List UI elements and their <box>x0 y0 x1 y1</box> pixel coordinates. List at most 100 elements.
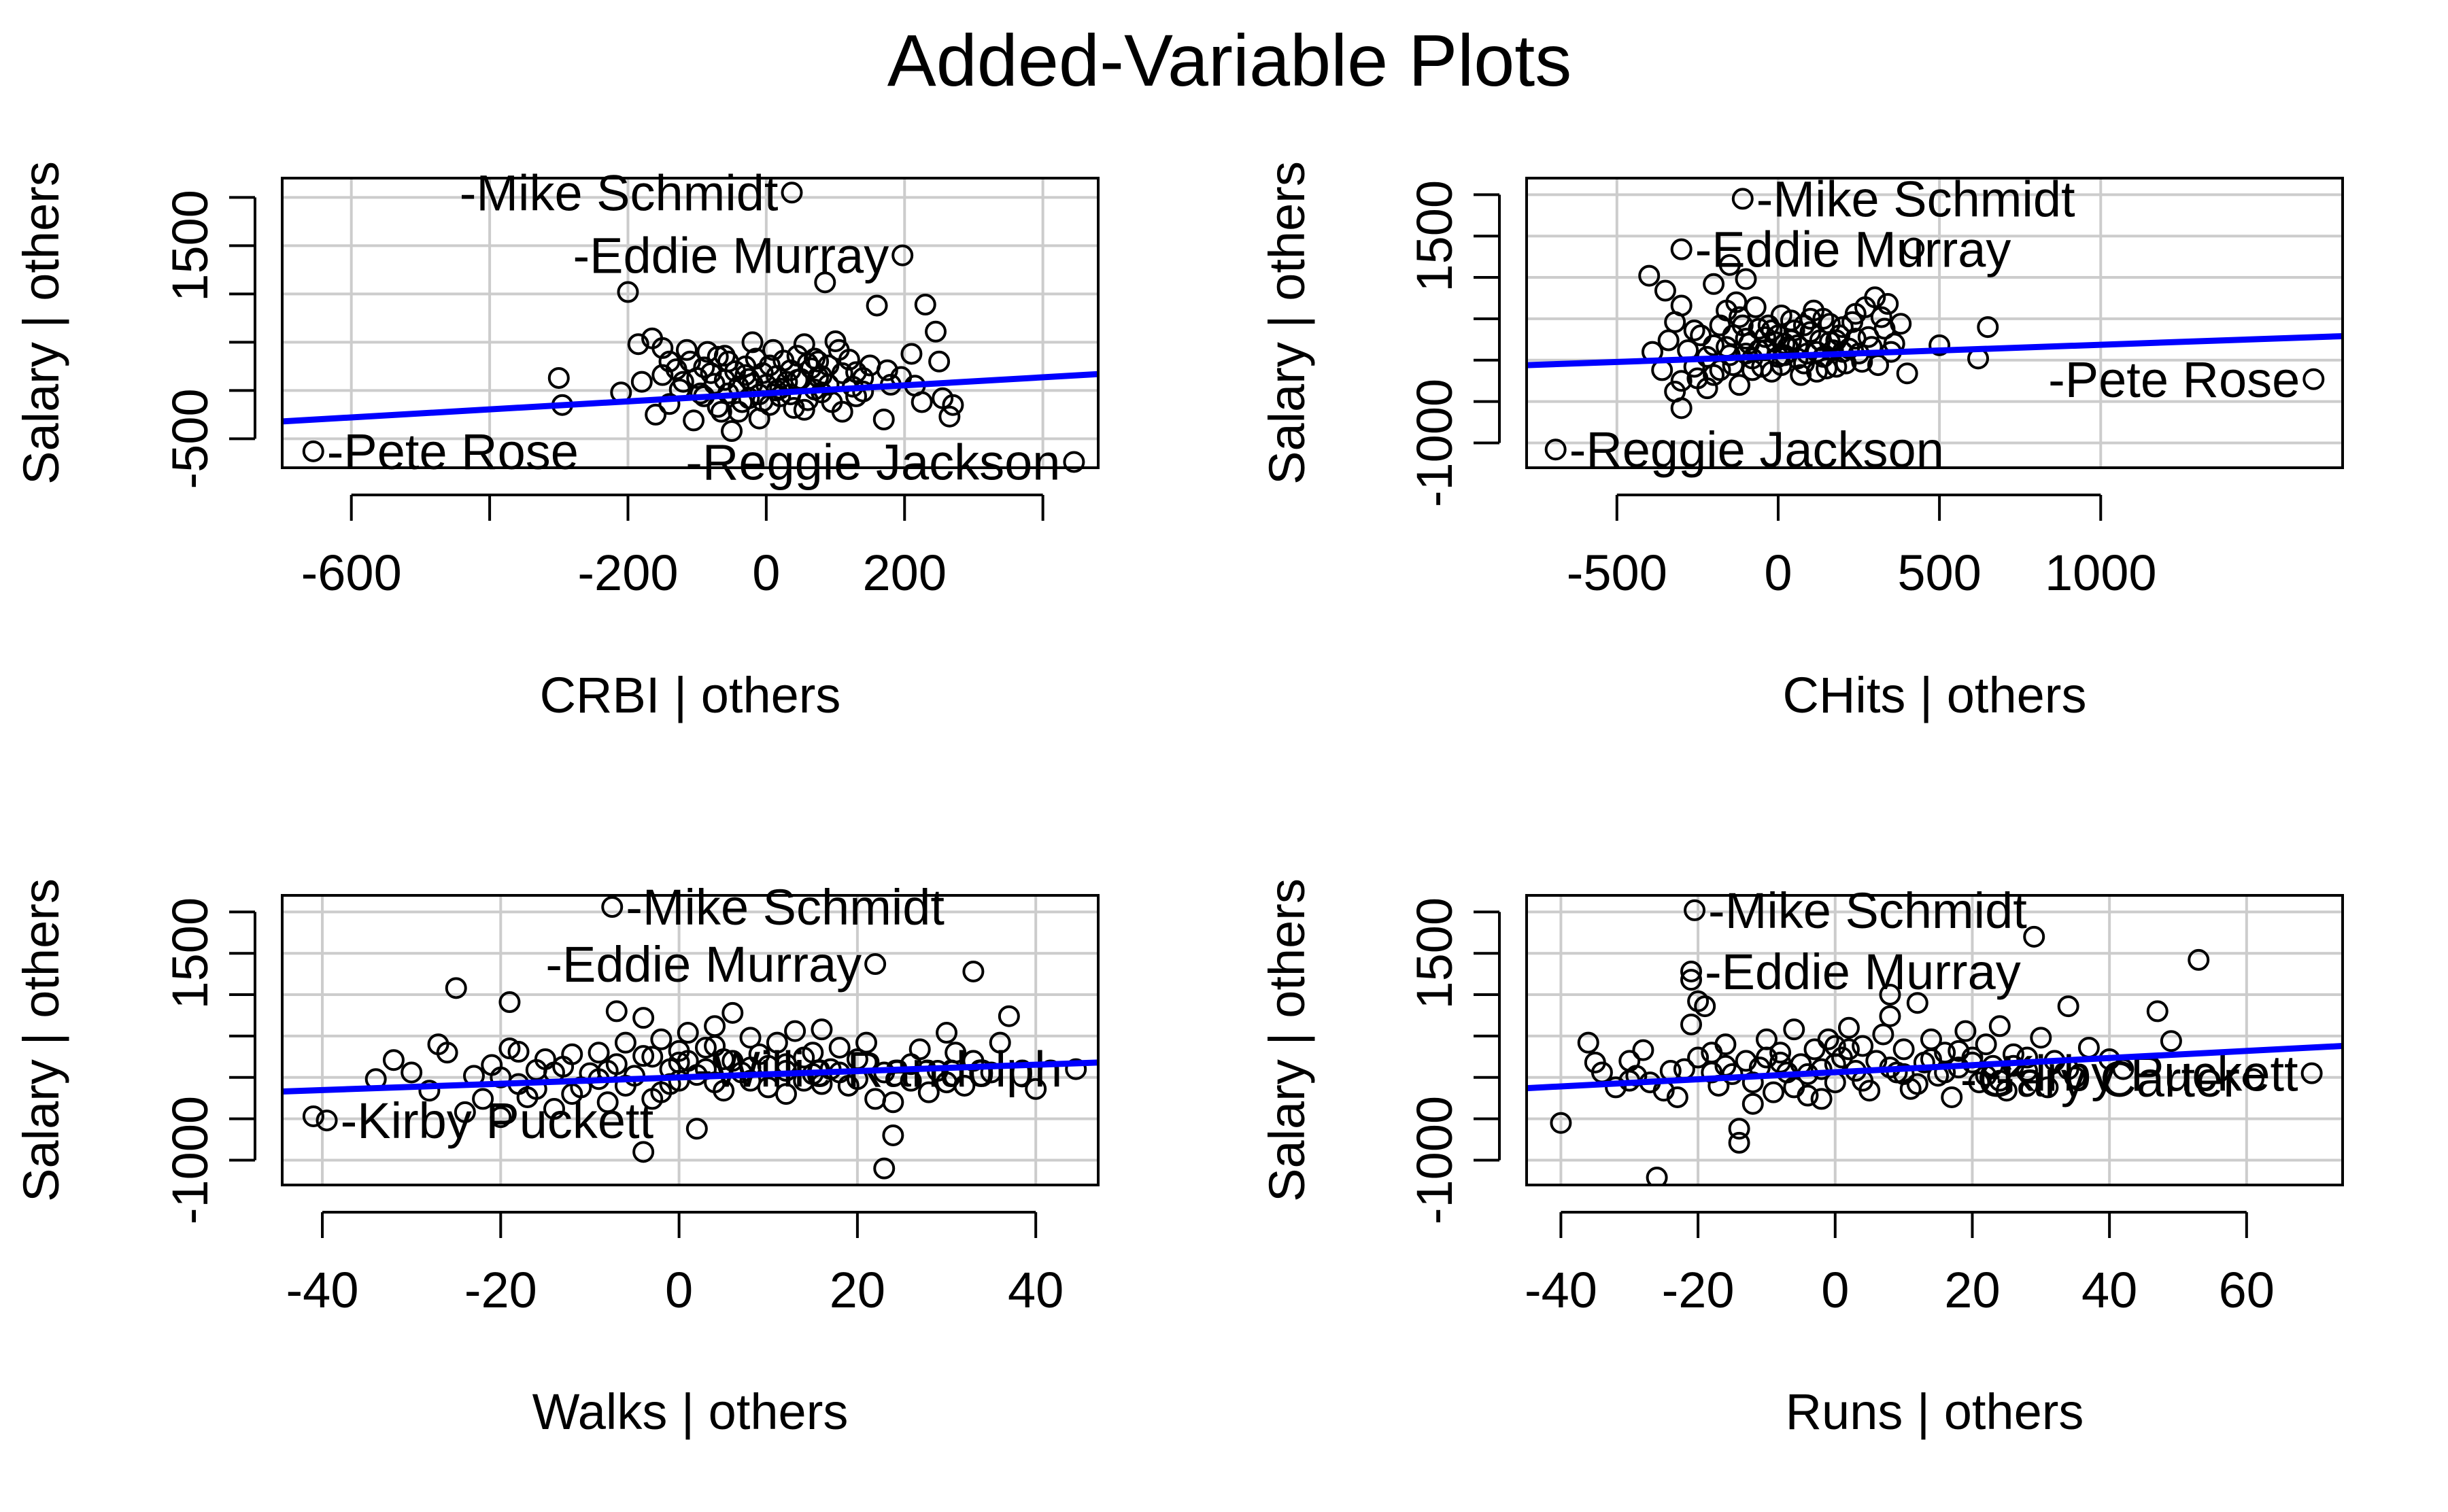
data-point <box>1550 1112 1572 1134</box>
data-point <box>1988 1069 2011 1092</box>
data-point <box>739 1027 762 1049</box>
data-point <box>1844 328 1867 350</box>
x-axis: -500 0 500 1000 <box>1567 494 2157 601</box>
data-point <box>472 1088 494 1110</box>
data-point <box>1892 1038 1915 1061</box>
data-point <box>1680 969 1703 991</box>
data-point <box>1728 1131 1750 1154</box>
data-point <box>1025 1078 1047 1100</box>
data-point <box>721 1001 744 1024</box>
data-point <box>784 1020 806 1042</box>
data-point <box>454 1101 476 1123</box>
data-point <box>928 350 951 373</box>
point-label: -Mike Schmidt <box>1756 171 2075 227</box>
x-axis-label: CRBI | others <box>540 667 841 723</box>
data-point <box>1680 1013 1703 1035</box>
data-point <box>658 350 681 373</box>
labeled-point <box>864 953 887 976</box>
labeled-point <box>2302 368 2325 390</box>
data-point <box>1852 1035 1874 1057</box>
data-point <box>882 1091 904 1114</box>
data-point <box>1763 1081 1785 1103</box>
x-tick-label: 500 <box>1897 545 1981 601</box>
data-point <box>738 387 760 409</box>
data-point <box>1666 1086 1688 1108</box>
data-point <box>668 1051 690 1073</box>
x-axis-label: Walks | others <box>532 1384 849 1440</box>
data-point <box>1906 992 1928 1014</box>
data-point <box>1728 1118 1750 1140</box>
data-point <box>1584 1051 1606 1073</box>
data-point <box>1948 1040 1970 1062</box>
data-point <box>710 400 732 423</box>
data-point <box>1975 1033 1997 1056</box>
data-point <box>1755 1046 1778 1069</box>
x-tick-label: 20 <box>830 1262 885 1318</box>
data-point <box>1877 293 1899 315</box>
point-label: -Pete Rose <box>2048 351 2300 408</box>
data-point <box>936 1071 958 1094</box>
point-group <box>1550 925 2210 1185</box>
x-tick-label: 200 <box>863 545 947 601</box>
data-point <box>831 362 853 384</box>
point-label: -Kirby Puckett <box>341 1093 654 1149</box>
data-point <box>1657 329 1680 351</box>
data-point <box>418 1080 441 1102</box>
data-point <box>1783 1076 1805 1099</box>
y-tick-label: 1500 <box>162 190 218 302</box>
data-point <box>741 331 764 354</box>
data-point <box>675 339 698 361</box>
data-point <box>739 1069 762 1092</box>
panel-4: -Mike Schmidt-Eddie Murray-Kirby Puckett… <box>1259 878 2344 1440</box>
data-point <box>758 354 781 377</box>
data-point <box>382 1049 405 1071</box>
data-point <box>1954 1020 1977 1042</box>
data-point <box>2057 995 2079 1018</box>
data-point <box>1770 305 1792 327</box>
data-point <box>998 1005 1020 1027</box>
data-point <box>2160 1030 2182 1052</box>
data-point <box>1744 296 1767 318</box>
data-point <box>561 1043 583 1065</box>
data-point <box>707 396 729 418</box>
data-point <box>1741 1093 1764 1115</box>
labeled-point <box>1670 238 1693 260</box>
y-axis: -500 1500 <box>162 190 256 489</box>
x-tick-label: 40 <box>2081 1262 2137 1318</box>
data-point <box>914 294 936 316</box>
y-axis: -1000 1500 <box>1406 897 1501 1224</box>
data-point <box>596 1091 619 1114</box>
x-tick-label: -200 <box>577 545 678 601</box>
data-point <box>1714 1033 1737 1056</box>
data-point <box>811 365 833 388</box>
data-point <box>831 400 853 423</box>
data-point <box>938 405 961 428</box>
data-point <box>1968 1071 1990 1094</box>
data-point <box>1670 370 1693 392</box>
data-point <box>401 1061 423 1084</box>
y-axis-label: Salary | others <box>1259 161 1315 485</box>
data-point <box>1670 397 1693 419</box>
data-point <box>543 1098 565 1120</box>
data-point <box>989 1031 1011 1054</box>
x-tick-label: -20 <box>1662 1262 1735 1318</box>
panel-3: -Mike Schmidt-Eddie Murray -Kirby Puckett… <box>13 878 1100 1440</box>
data-point <box>650 1028 673 1050</box>
data-point <box>1928 334 1951 356</box>
data-point <box>2037 1076 2059 1099</box>
data-point <box>945 1042 967 1064</box>
x-tick-label: 0 <box>1764 545 1792 601</box>
data-point <box>704 1015 726 1037</box>
point-label: -Eddie Murray <box>573 228 889 284</box>
y-tick-label: -500 <box>162 388 218 489</box>
data-point <box>1703 334 1725 356</box>
data-point <box>876 359 898 381</box>
regression-line <box>282 371 1098 425</box>
x-tick-label: -40 <box>1525 1262 1597 1318</box>
data-point <box>980 1061 1002 1084</box>
data-point <box>1683 319 1705 341</box>
data-point <box>1716 299 1738 322</box>
data-point <box>1824 1035 1846 1057</box>
labeled-point <box>601 896 624 918</box>
